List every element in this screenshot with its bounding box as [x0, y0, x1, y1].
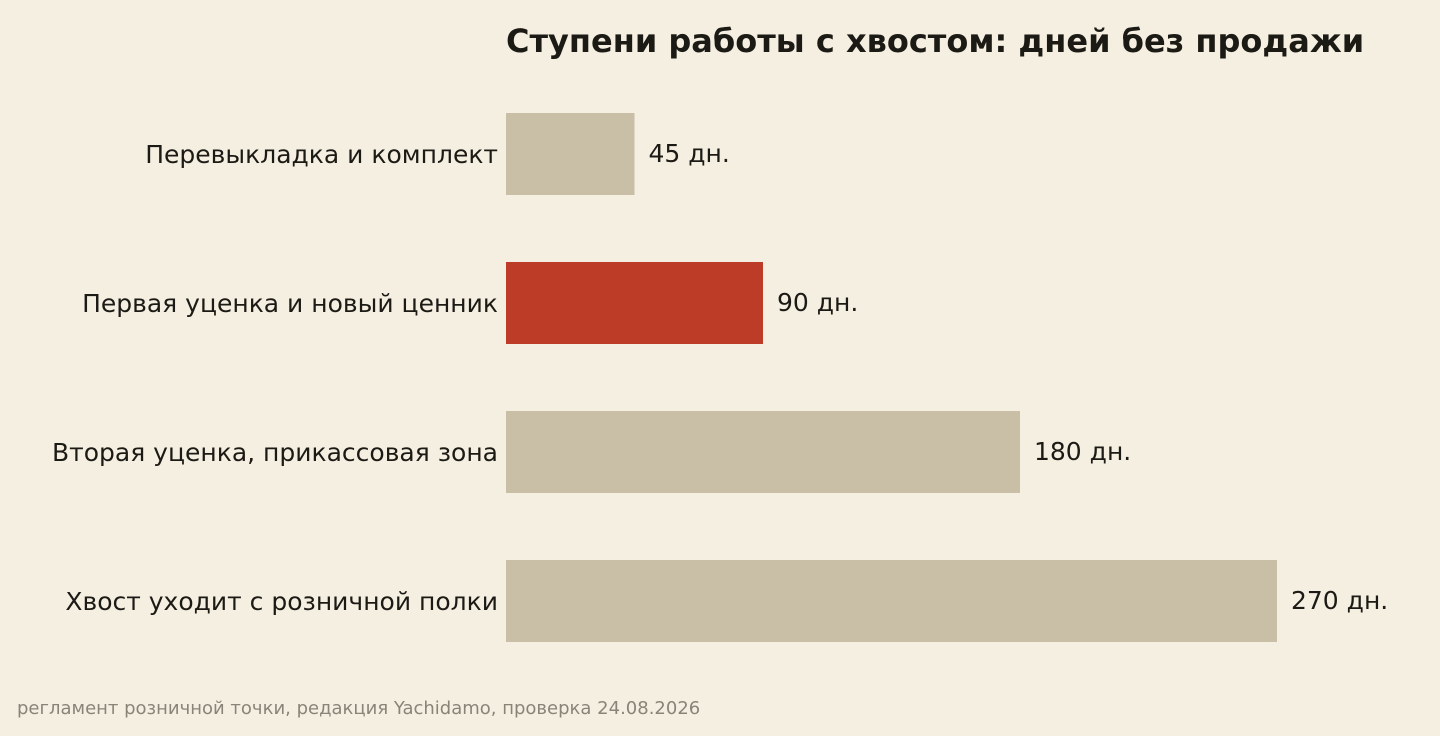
category-label-2: Первая уценка и новый ценник [82, 289, 498, 318]
category-label-4: Хвост уходит с розничной полки [65, 587, 498, 616]
chart-title: Ступени работы с хвостом: дней без прода… [506, 22, 1364, 60]
bar-2 [506, 262, 763, 344]
category-label-1: Перевыкладка и комплект [145, 140, 498, 169]
bar-1 [506, 113, 635, 195]
bar-4 [506, 560, 1277, 642]
value-label-3: 180 дн. [1034, 437, 1131, 466]
category-label-3: Вторая уценка, прикассовая зона [52, 438, 498, 467]
value-label-4: 270 дн. [1291, 586, 1388, 615]
value-label-1: 45 дн. [649, 139, 730, 168]
value-label-2: 90 дн. [777, 288, 858, 317]
source-note: регламент розничной точки, редакция Yach… [17, 698, 700, 719]
bars-group: Перевыкладка и комплект 45 дн. Первая уцен… [52, 113, 1388, 642]
bar-3 [506, 411, 1020, 493]
